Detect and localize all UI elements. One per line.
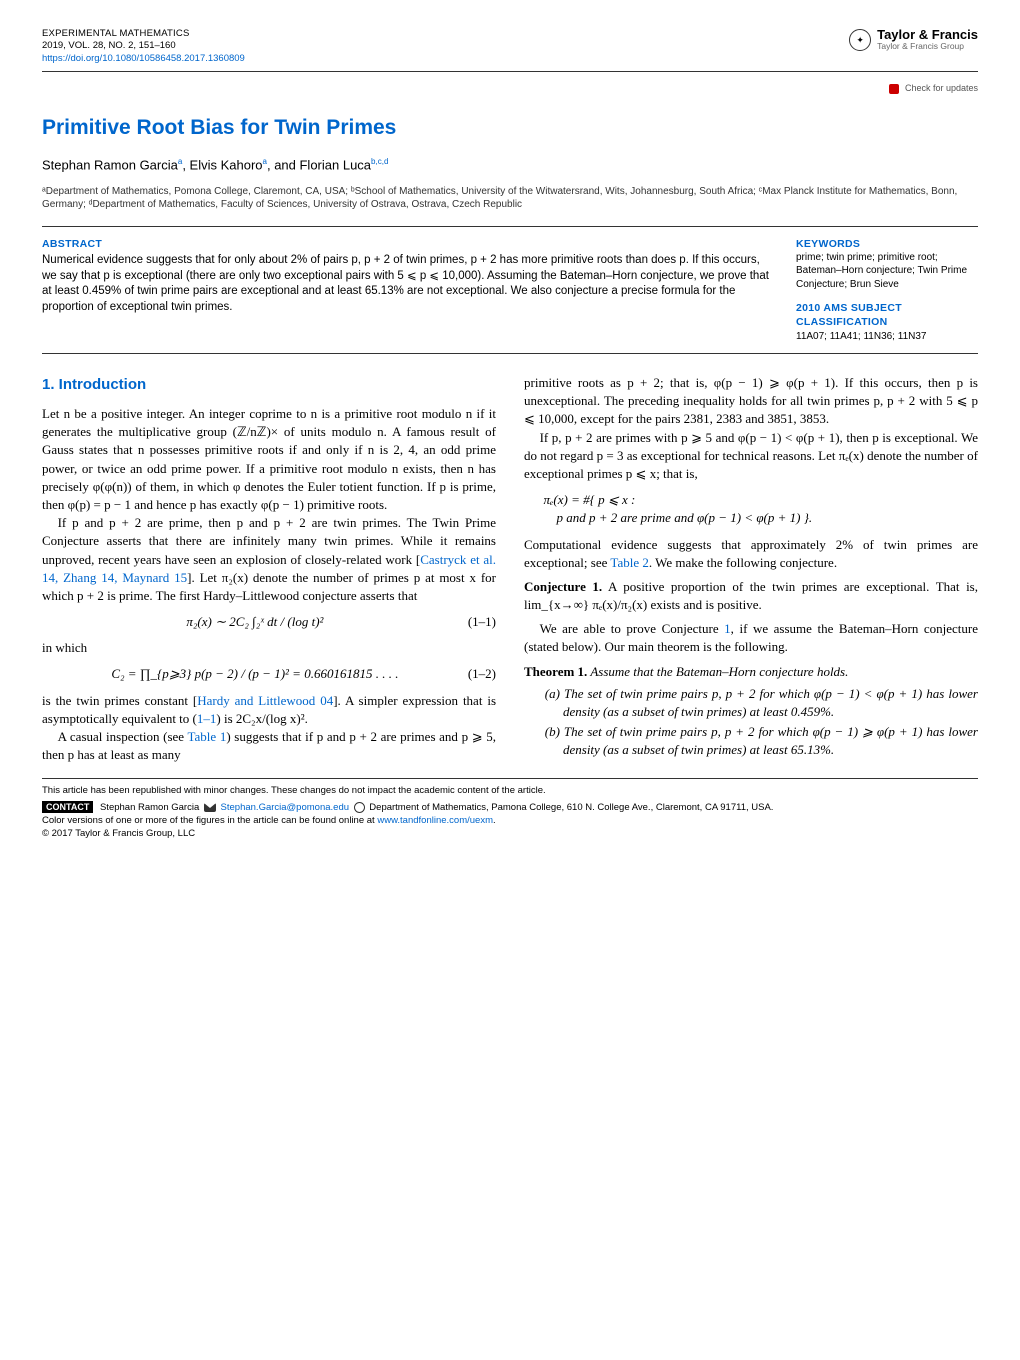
rule-abstract-bottom xyxy=(42,353,978,354)
theorem-item-b: (b) The set of twin prime pairs p, p + 2… xyxy=(545,723,978,759)
column-left: 1. Introduction Let n be a positive inte… xyxy=(42,374,496,764)
publisher-logo: ✦ Taylor & Francis Taylor & Francis Grou… xyxy=(849,28,978,52)
color-note: Color versions of one or more of the fig… xyxy=(42,815,978,828)
equation-1: π₂(x) ∼ 2C₂ ∫₂ˣ dt / (log t)² (1–1) xyxy=(42,605,496,639)
doi-link[interactable]: https://doi.org/10.1080/10586458.2017.13… xyxy=(42,53,245,65)
para-4: is the twin primes constant [Hardy and L… xyxy=(42,692,496,728)
rule-top xyxy=(42,71,978,72)
abstract-block: ABSTRACT Numerical evidence suggests tha… xyxy=(42,237,770,344)
eq-ref-1[interactable]: 1–1 xyxy=(197,711,217,726)
journal-name: EXPERIMENTAL MATHEMATICS xyxy=(42,28,245,40)
conjecture-1: Conjecture 1. A positive proportion of t… xyxy=(524,578,978,614)
ams-head: 2010 AMS SUBJECT CLASSIFICATION xyxy=(796,301,978,329)
eq-3a: πₑ(x) = #{ p ⩽ x : xyxy=(544,492,636,507)
link-icon xyxy=(354,802,365,813)
journal-meta: EXPERIMENTAL MATHEMATICS 2019, VOL. 28, … xyxy=(42,28,245,65)
para-8b: . We make the following conjecture. xyxy=(649,555,837,570)
theorem-1: Theorem 1. Assume that the Bateman–Horn … xyxy=(524,663,978,681)
conjecture-head: Conjecture 1. xyxy=(524,579,602,594)
para-7: If p, p + 2 are primes with p ⩾ 5 and φ(… xyxy=(524,429,978,484)
section-1-head: 1. Introduction xyxy=(42,374,496,395)
updates-label: Check for updates xyxy=(905,83,978,93)
header: EXPERIMENTAL MATHEMATICS 2019, VOL. 28, … xyxy=(42,28,978,65)
contact-name: Stephan Ramon Garcia xyxy=(97,802,202,813)
ams-text: 11A07; 11A41; 11N36; 11N37 xyxy=(796,330,978,344)
eq-3b: p and p + 2 are prime and φ(p − 1) < φ(p… xyxy=(557,510,813,525)
eq-1-body: π₂(x) ∼ 2C₂ ∫₂ˣ dt / (log t)² xyxy=(42,613,468,631)
authors: Stephan Ramon Garciaa, Elvis Kahoroa, an… xyxy=(42,156,978,175)
updates-icon xyxy=(889,84,899,94)
cite-2[interactable]: Hardy and Littlewood 04 xyxy=(197,693,333,708)
abstract-row: ABSTRACT Numerical evidence suggests tha… xyxy=(42,237,978,344)
para-5: A casual inspection (see Table 1) sugges… xyxy=(42,728,496,764)
republish-note: This article has been republished with m… xyxy=(42,785,978,798)
contact-line: CONTACT Stephan Ramon Garcia Stephan.Gar… xyxy=(42,801,978,815)
author-2: , Elvis Kahoro xyxy=(182,157,262,172)
mail-icon xyxy=(204,803,216,812)
ams-block: 2010 AMS SUBJECT CLASSIFICATION 11A07; 1… xyxy=(796,301,978,343)
para-5a: A casual inspection (see xyxy=(58,729,188,744)
affiliations: ᵃDepartment of Mathematics, Pomona Colle… xyxy=(42,185,978,212)
publisher-main: Taylor & Francis xyxy=(877,28,978,42)
contact-label: CONTACT xyxy=(42,801,93,813)
para-4a: is the twin primes constant [ xyxy=(42,693,197,708)
color-note-text: Color versions of one or more of the fig… xyxy=(42,815,377,826)
para-4c: ) is 2C₂x/(log x)². xyxy=(216,711,307,726)
abstract-text: Numerical evidence suggests that for onl… xyxy=(42,253,770,315)
color-link[interactable]: www.tandfonline.com/uexm xyxy=(377,815,493,826)
author-1: Stephan Ramon Garcia xyxy=(42,157,178,172)
table-ref-1[interactable]: Table 1 xyxy=(187,729,226,744)
theorem-head: Theorem 1. xyxy=(524,664,587,679)
para-9a: We are able to prove Conjecture xyxy=(540,621,725,636)
para-1: Let n be a positive integer. An integer … xyxy=(42,405,496,514)
table-ref-2[interactable]: Table 2 xyxy=(610,555,648,570)
abstract-head: ABSTRACT xyxy=(42,237,770,252)
para-2: If p and p + 2 are prime, then p and p +… xyxy=(42,514,496,605)
author-3: , and Florian Luca xyxy=(267,157,371,172)
theorem-list: (a) The set of twin prime pairs p, p + 2… xyxy=(545,685,978,760)
para-6: primitive roots as p + 2; that is, φ(p −… xyxy=(524,374,978,429)
contact-email[interactable]: Stephan.Garcia@pomona.edu xyxy=(218,802,352,813)
equation-3: πₑ(x) = #{ p ⩽ x : p and p + 2 are prime… xyxy=(544,491,979,527)
rule-footer xyxy=(42,778,978,779)
check-updates[interactable]: Check for updates xyxy=(42,82,978,95)
contact-address: Department of Mathematics, Pamona Colleg… xyxy=(367,802,774,813)
theorem-item-a: (a) The set of twin prime pairs p, p + 2… xyxy=(545,685,978,721)
eq-2-body: C₂ = ∏_{p⩾3} p(p − 2) / (p − 1)² = 0.660… xyxy=(42,665,468,683)
equation-2: C₂ = ∏_{p⩾3} p(p − 2) / (p − 1)² = 0.660… xyxy=(42,657,496,691)
author-3-sup[interactable]: b,c,d xyxy=(371,157,388,166)
para-3: in which xyxy=(42,639,496,657)
column-right: primitive roots as p + 2; that is, φ(p −… xyxy=(524,374,978,764)
publisher-sub: Taylor & Francis Group xyxy=(877,42,978,51)
copyright: © 2017 Taylor & Francis Group, LLC xyxy=(42,828,978,841)
keywords-head: KEYWORDS xyxy=(796,237,978,251)
keywords-block: KEYWORDS prime; twin prime; primitive ro… xyxy=(796,237,978,292)
eq-2-num: (1–2) xyxy=(468,665,496,683)
sidebar: KEYWORDS prime; twin prime; primitive ro… xyxy=(796,237,978,344)
footer: This article has been republished with m… xyxy=(42,785,978,840)
para-9: We are able to prove Conjecture 1, if we… xyxy=(524,620,978,656)
publisher-text: Taylor & Francis Taylor & Francis Group xyxy=(877,28,978,52)
keywords-text: prime; twin prime; primitive root; Batem… xyxy=(796,251,978,292)
body-columns: 1. Introduction Let n be a positive inte… xyxy=(42,374,978,764)
theorem-text: Assume that the Bateman–Horn conjecture … xyxy=(587,664,848,679)
color-end: . xyxy=(493,815,496,826)
journal-issue: 2019, VOL. 28, NO. 2, 151–160 xyxy=(42,40,245,52)
article-title: Primitive Root Bias for Twin Primes xyxy=(42,113,978,142)
eq-1-num: (1–1) xyxy=(468,613,496,631)
publisher-icon: ✦ xyxy=(849,29,871,51)
rule-abstract-top xyxy=(42,226,978,227)
para-8: Computational evidence suggests that app… xyxy=(524,536,978,572)
